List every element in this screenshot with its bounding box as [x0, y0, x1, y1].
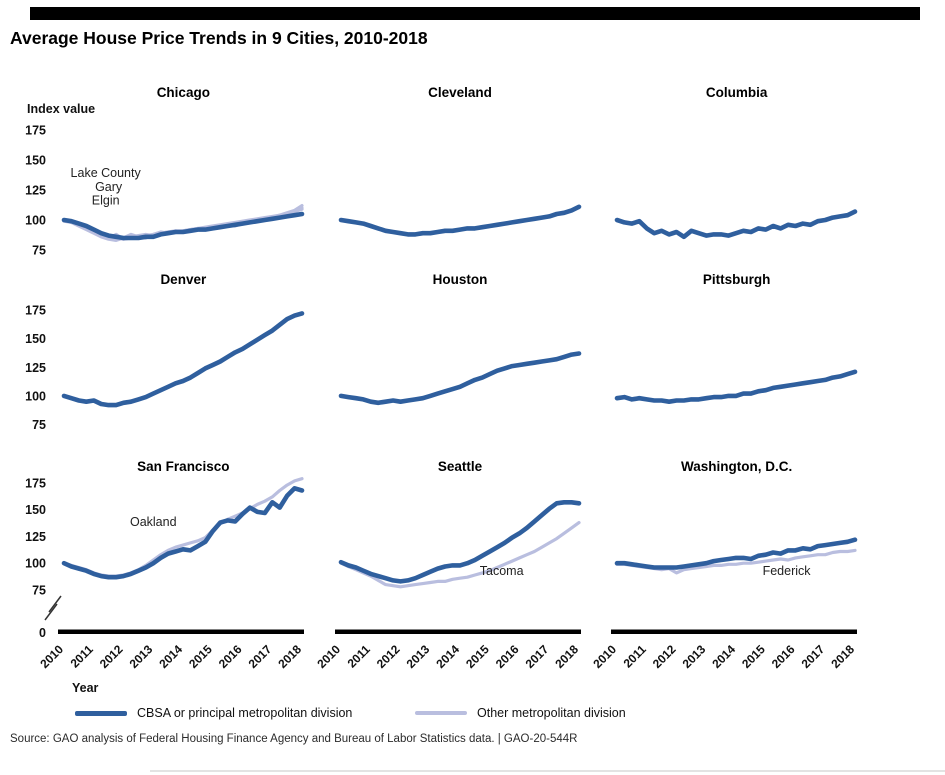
- legend-label: Other metropolitan division: [477, 706, 626, 720]
- subplot-san-francisco: San Francisco Oakland 175 150 125 100 75 0 2010…: [25, 459, 307, 717]
- legend-item-cbsa: CBSA or principal metropolitan division: [75, 706, 352, 720]
- subplot-title: Cleveland: [428, 85, 492, 100]
- subplot-title: Pittsburgh: [702, 272, 771, 287]
- svg-text:2016: 2016: [492, 642, 521, 671]
- subplot-title: Chicago: [156, 85, 210, 100]
- svg-text:2011: 2011: [344, 642, 373, 671]
- svg-text:2015: 2015: [186, 642, 215, 671]
- svg-text:2014: 2014: [433, 642, 462, 671]
- legend: CBSA or principal metropolitan division …: [0, 706, 945, 728]
- top-black-bar: [30, 7, 920, 20]
- svg-text:75: 75: [32, 418, 46, 432]
- svg-text:Oakland: Oakland: [130, 515, 177, 529]
- svg-text:100: 100: [25, 213, 46, 227]
- washington-dc-line-chart: Federick 2010 2011 2012 2013 2014 2015 2016 2017…: [591, 537, 858, 671]
- svg-text:2016: 2016: [216, 642, 245, 671]
- svg-text:125: 125: [25, 183, 46, 197]
- svg-text:2010: 2010: [314, 642, 343, 671]
- subplot-houston: Houston: [337, 272, 584, 445]
- source-note: Source: GAO analysis of Federal Housing …: [10, 733, 578, 745]
- svg-text:Gary: Gary: [95, 180, 123, 194]
- svg-text:Tacoma: Tacoma: [479, 564, 523, 578]
- svg-text:2015: 2015: [739, 642, 768, 671]
- houston-line-chart: [338, 351, 581, 406]
- subplot-title: Houston: [432, 272, 488, 287]
- svg-text:2017: 2017: [522, 642, 551, 671]
- x-axis-title: Year: [72, 681, 99, 695]
- subplot-columbia: Columbia: [613, 85, 860, 258]
- svg-text:2012: 2012: [650, 642, 679, 671]
- svg-text:2011: 2011: [68, 642, 97, 671]
- svg-text:2013: 2013: [127, 642, 156, 671]
- svg-text:175: 175: [25, 476, 46, 490]
- seattle-line-chart: Tacoma 2010 2011 2012 2013 2014 2015 2016 2017 20…: [314, 499, 581, 671]
- cleveland-line-chart: [338, 204, 581, 237]
- svg-text:0: 0: [39, 626, 46, 640]
- svg-text:Lake County: Lake County: [71, 166, 142, 180]
- svg-text:2018: 2018: [275, 642, 304, 671]
- svg-text:150: 150: [25, 153, 46, 167]
- subplot-seattle: Seattle Tacoma 2010 2011 2012 2013 2014 2015 20…: [314, 459, 584, 717]
- svg-text:2016: 2016: [769, 642, 798, 671]
- legend-label: CBSA or principal metropolitan division: [137, 706, 353, 720]
- svg-text:125: 125: [25, 530, 46, 544]
- svg-text:125: 125: [25, 361, 46, 375]
- svg-text:2013: 2013: [680, 642, 709, 671]
- legend-swatch-other-line: [415, 711, 467, 715]
- subplot-title: Washington, D.C.: [681, 459, 793, 474]
- svg-text:2013: 2013: [403, 642, 432, 671]
- svg-text:75: 75: [32, 583, 46, 597]
- svg-text:2014: 2014: [710, 642, 739, 671]
- small-multiples-grid: Chicago Lake County Gary Elgin 175 150 125 100…: [25, 85, 860, 717]
- bottom-edge-line: [150, 770, 945, 772]
- page-title: Average House Price Trends in 9 Cities, …: [10, 28, 428, 48]
- denver-line-chart: 175 150 125 100 75: [25, 303, 305, 432]
- y-axis-title: Index value: [27, 102, 96, 116]
- svg-text:2017: 2017: [799, 642, 828, 671]
- svg-text:2015: 2015: [463, 642, 492, 671]
- subplot-cleveland: Cleveland: [337, 85, 584, 258]
- subplot-title: San Francisco: [137, 459, 230, 474]
- svg-text:2018: 2018: [829, 642, 858, 671]
- legend-swatch-primary-line: [75, 710, 127, 716]
- columbia-line-chart: [615, 209, 858, 240]
- svg-text:2017: 2017: [246, 642, 275, 671]
- svg-text:2012: 2012: [373, 642, 402, 671]
- svg-text:Federick: Federick: [763, 564, 812, 578]
- svg-text:100: 100: [25, 557, 46, 571]
- svg-text:2018: 2018: [552, 642, 581, 671]
- svg-text:2012: 2012: [97, 642, 126, 671]
- subplot-washington-dc: Washington, D.C. Federick 2010 2011 2012 201…: [591, 459, 860, 717]
- svg-text:Elgin: Elgin: [92, 193, 120, 207]
- pittsburgh-line-chart: [615, 369, 858, 404]
- subplot-chicago: Chicago Lake County Gary Elgin 175 150 125 100…: [25, 85, 307, 258]
- svg-text:75: 75: [32, 243, 46, 257]
- svg-text:100: 100: [25, 389, 46, 403]
- svg-text:2010: 2010: [37, 642, 66, 671]
- svg-text:150: 150: [25, 503, 46, 517]
- subplot-pittsburgh: Pittsburgh: [613, 272, 860, 445]
- svg-text:175: 175: [25, 123, 46, 137]
- svg-text:150: 150: [25, 332, 46, 346]
- svg-text:2010: 2010: [591, 642, 620, 671]
- subplot-title: Columbia: [705, 85, 768, 100]
- svg-text:2014: 2014: [156, 642, 185, 671]
- legend-item-other: Other metropolitan division: [415, 706, 626, 720]
- svg-text:2011: 2011: [621, 642, 650, 671]
- subplot-title: Seattle: [437, 459, 483, 474]
- subplot-title: Denver: [160, 272, 207, 287]
- subplot-denver: Denver 175 150 125 100 75: [25, 272, 307, 445]
- svg-text:175: 175: [25, 303, 46, 317]
